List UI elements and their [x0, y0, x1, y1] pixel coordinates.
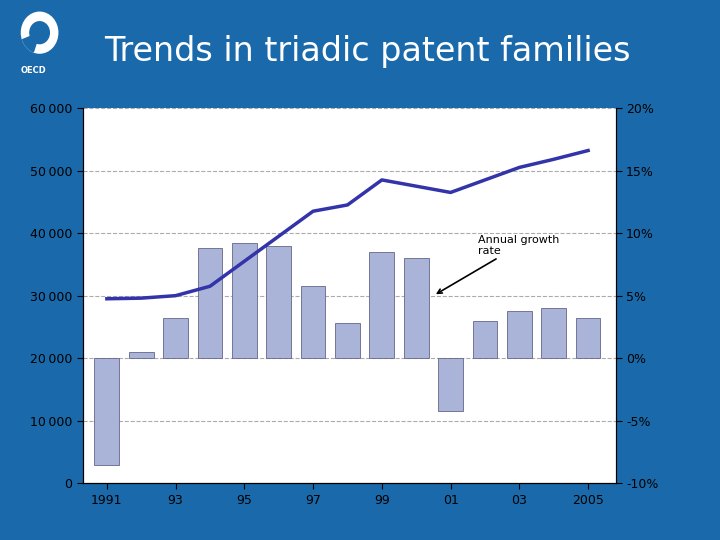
Bar — [369, 252, 395, 358]
Bar — [266, 246, 291, 358]
Bar — [404, 258, 428, 358]
Bar — [163, 318, 188, 358]
Circle shape — [22, 12, 58, 53]
Bar — [438, 358, 463, 411]
Circle shape — [30, 22, 50, 44]
Bar — [507, 310, 532, 358]
Text: Annual growth
rate: Annual growth rate — [438, 235, 559, 293]
Text: Trends in triadic patent families: Trends in triadic patent families — [104, 36, 631, 69]
Bar — [232, 243, 257, 358]
Wedge shape — [22, 36, 36, 52]
Bar — [301, 286, 325, 358]
Bar — [129, 352, 153, 358]
Bar — [335, 323, 360, 358]
Bar — [541, 308, 566, 358]
Bar — [197, 248, 222, 358]
Text: OECD: OECD — [20, 66, 46, 75]
Bar — [576, 318, 600, 358]
Bar — [94, 358, 120, 464]
Bar — [472, 321, 498, 358]
